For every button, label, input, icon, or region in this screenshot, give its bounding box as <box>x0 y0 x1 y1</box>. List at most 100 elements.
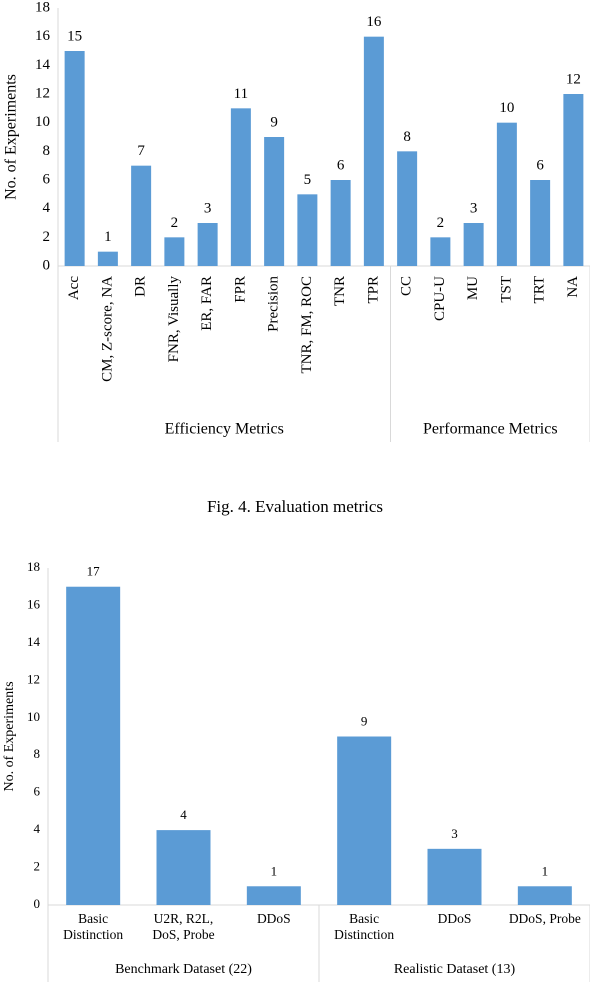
value-label: 7 <box>137 143 145 159</box>
value-label: 15 <box>67 28 82 44</box>
x-tick-label: TST <box>498 276 514 303</box>
value-label: 9 <box>270 114 278 130</box>
x-tick-label: U2R, R2L, DoS, Probe <box>152 911 215 942</box>
y-axis-title: No. of Experiments <box>2 681 17 791</box>
y-tick-label: 14 <box>35 57 51 73</box>
y-tick-label: 4 <box>43 200 51 216</box>
y-tick-label: 10 <box>27 709 40 724</box>
value-label: 12 <box>566 71 581 87</box>
bar <box>397 151 418 266</box>
x-tick-label: DDoS <box>256 911 291 926</box>
x-tick-label: DDoS, Probe <box>508 911 581 926</box>
bar <box>427 848 482 905</box>
y-tick-label: 4 <box>34 821 41 836</box>
x-tick-label: TPR <box>365 276 381 304</box>
y-tick-label: 10 <box>35 114 50 130</box>
x-tick-label: FNR, Visually <box>166 276 182 363</box>
x-tick-label: Acc <box>66 276 82 300</box>
y-tick-label: 12 <box>35 85 50 101</box>
y-tick-label: 0 <box>43 257 51 273</box>
bar <box>563 94 584 266</box>
y-tick-label: 0 <box>34 896 41 911</box>
group-label: Efficiency Metrics <box>165 421 284 438</box>
y-tick-label: 14 <box>27 634 41 649</box>
value-label: 5 <box>304 172 312 188</box>
value-label: 10 <box>499 100 514 116</box>
x-tick-label-box: Basic Distinction <box>334 911 394 942</box>
value-label: 1 <box>104 229 112 245</box>
y-tick-label: 18 <box>27 559 40 574</box>
value-label: 2 <box>171 215 179 231</box>
bar <box>330 180 351 266</box>
value-label: 1 <box>271 863 278 878</box>
bar <box>363 36 384 266</box>
y-axis-title: No. of Experiments <box>3 74 20 200</box>
y-tick-label: 6 <box>43 171 51 187</box>
x-tick-label: ER, FAR <box>199 276 215 331</box>
value-label: 8 <box>403 129 411 145</box>
bar <box>164 237 185 266</box>
x-tick-label-box: DDoS <box>437 911 472 926</box>
bar <box>337 736 392 905</box>
y-tick-label: 18 <box>35 0 50 15</box>
y-tick-label: 16 <box>35 28 51 44</box>
bar <box>197 223 218 266</box>
x-tick-label: NA <box>565 276 581 298</box>
bar <box>264 137 285 266</box>
y-tick-label: 12 <box>27 671 40 686</box>
x-tick-label-box: DDoS <box>256 911 291 926</box>
x-tick-label: TRT <box>532 276 548 303</box>
axes <box>47 568 590 982</box>
x-tick-label: TNR, FM, ROC <box>299 276 315 374</box>
caption: Fig. 4. Evaluation metrics <box>207 497 383 516</box>
x-tick-label-box: DDoS, Probe <box>508 911 581 926</box>
value-label: 1 <box>542 863 549 878</box>
y-tick-label: 6 <box>34 784 41 799</box>
x-tick-label: Basic Distinction <box>63 911 124 942</box>
bar <box>66 586 121 905</box>
bar <box>297 194 318 266</box>
value-label: 17 <box>87 564 101 579</box>
x-tick-label-box: Basic Distinction <box>63 911 124 942</box>
bar <box>97 251 118 266</box>
value-label: 3 <box>451 826 458 841</box>
x-tick-label: CC <box>399 276 415 296</box>
y-tick-label: 8 <box>43 143 51 159</box>
value-label: 2 <box>437 215 445 231</box>
x-tick-label: FPR <box>232 276 248 303</box>
bar <box>430 237 451 266</box>
bar <box>496 122 517 267</box>
y-tick-label: 2 <box>34 859 41 874</box>
x-tick-label-box: U2R, R2L, DoS, Probe <box>152 911 215 942</box>
bar <box>131 165 152 266</box>
bar <box>230 108 251 266</box>
x-tick-label: CPU-U <box>432 276 448 321</box>
x-tick-label: Precision <box>266 276 282 332</box>
value-label: 4 <box>180 807 187 822</box>
bar <box>463 223 484 266</box>
x-tick-label: MU <box>465 276 481 300</box>
bar <box>64 51 85 266</box>
bar <box>517 886 572 905</box>
value-label: 6 <box>536 157 544 173</box>
value-label: 16 <box>366 14 382 30</box>
value-label: 11 <box>234 86 248 102</box>
group-label: Performance Metrics <box>423 421 558 438</box>
value-label: 3 <box>204 200 212 216</box>
bar <box>246 886 301 905</box>
value-label: 3 <box>470 200 478 216</box>
x-tick-label: DR <box>133 276 149 297</box>
value-label: 9 <box>361 713 368 728</box>
y-tick-label: 2 <box>43 229 51 245</box>
y-tick-label: 8 <box>34 746 41 761</box>
x-tick-label: DDoS <box>437 911 472 926</box>
bar <box>156 830 211 905</box>
group-label: Realistic Dataset (13) <box>394 962 516 977</box>
bar <box>530 180 551 266</box>
x-tick-label: TNR <box>332 276 348 306</box>
y-tick-label: 16 <box>27 596 41 611</box>
value-label: 6 <box>337 157 345 173</box>
x-tick-label: CM, Z-score, NA <box>99 276 115 382</box>
